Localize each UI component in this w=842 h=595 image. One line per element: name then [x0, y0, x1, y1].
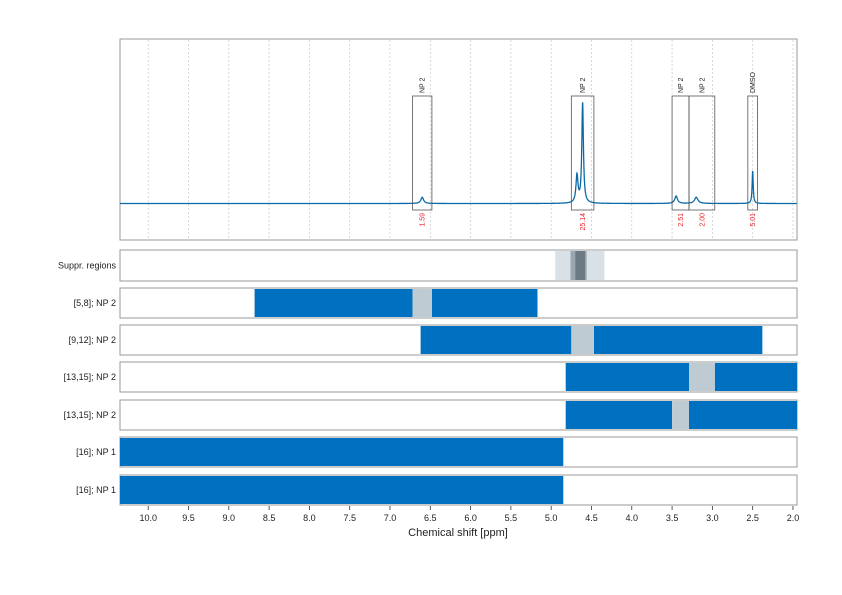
x-tick-label: 2.0 [787, 513, 800, 523]
suppressed-gap [412, 289, 432, 317]
x-tick-label: 10.0 [139, 513, 157, 523]
spectrum-line [120, 102, 797, 205]
integration-region-box [688, 95, 716, 211]
suppressed-gap [672, 401, 690, 429]
suppressed-region [575, 251, 586, 280]
x-tick-label: 9.5 [182, 513, 195, 523]
spectrum-frame [119, 38, 798, 241]
fragment-row: [5,8]; NP 2 [74, 287, 798, 319]
x-tick-label: 3.0 [706, 513, 719, 523]
fragment-rows: [5,8]; NP 2 [9,12]; NP 2 [13,15]; NP 2 [13,… [64, 287, 798, 506]
fragment-row: [13,15]; NP 2 [64, 399, 798, 431]
x-tick-label: 3.5 [666, 513, 679, 523]
fragment-bar [565, 363, 690, 391]
row-label: [13,15]; NP 2 [64, 410, 116, 420]
x-tick-label: 6.0 [464, 513, 477, 523]
fragment-row: [9,12]; NP 2 [69, 324, 798, 356]
fragment-bar [120, 476, 564, 504]
spectrum-panel: NP 2 1.59 NP 2 25.14 NP 2 2.51 NP 2 2.00 DMSO 5.0… [119, 38, 798, 241]
x-tick-label: 9.0 [223, 513, 236, 523]
region-label: NP 2 [420, 77, 427, 93]
grid-layer [147, 40, 794, 239]
x-tick-label: 4.5 [585, 513, 598, 523]
suppressed-regions-panel: Suppr. regions [58, 249, 798, 282]
x-tick-label: 6.5 [424, 513, 437, 523]
x-tick-label: 7.0 [384, 513, 397, 523]
integral-value: 1.59 [420, 213, 427, 227]
fragment-row: [16]; NP 1 [76, 436, 798, 468]
x-tick-label: 8.5 [263, 513, 276, 523]
x-tick-label: 5.0 [545, 513, 558, 523]
region-label: NP 2 [678, 77, 685, 93]
fragment-bar [254, 289, 413, 317]
region-label: NP 2 [699, 77, 706, 93]
row-label: [5,8]; NP 2 [74, 298, 116, 308]
fragment-bar [565, 401, 673, 429]
integration-region-box [671, 95, 690, 211]
region-label: DMSO [750, 71, 757, 93]
integration-region-box [570, 95, 595, 211]
integration-region-box [747, 95, 758, 211]
integral-value: 5.01 [750, 213, 757, 227]
fragment-row: [13,15]; NP 2 [64, 361, 798, 393]
x-tick-label: 7.5 [343, 513, 356, 523]
x-axis: 10.0 9.5 9.0 8.5 8.0 7.5 7.0 6.5 6.0 5.5 5.0 4.5 4.0… [139, 506, 799, 523]
integral-value: 2.00 [699, 213, 706, 227]
suppressed-regions-label: Suppr. regions [58, 261, 117, 271]
integration-region-box [412, 95, 433, 211]
row-label: [16]; NP 1 [76, 447, 116, 457]
suppressed-gap [689, 363, 715, 391]
suppressed-frame [119, 249, 798, 282]
fragment-bar [689, 401, 797, 429]
region-label: NP 2 [580, 77, 587, 93]
suppressed-gap [571, 326, 594, 354]
x-tick-label: 5.5 [505, 513, 518, 523]
fragment-bar [120, 438, 564, 466]
integral-value: 2.51 [678, 213, 685, 227]
row-label: [9,12]; NP 2 [69, 335, 116, 345]
x-axis-title: Chemical shift [ppm] [408, 527, 508, 539]
x-tick-label: 2.5 [746, 513, 759, 523]
row-label: [13,15]; NP 2 [64, 372, 116, 382]
x-tick-label: 4.0 [626, 513, 639, 523]
fragment-row: [16]; NP 1 [76, 474, 798, 506]
fragment-bar [714, 363, 797, 391]
x-tick-label: 8.0 [303, 513, 316, 523]
fragment-bar [420, 326, 572, 354]
row-label: [16]; NP 1 [76, 485, 116, 495]
fragment-bar [593, 326, 763, 354]
fragment-bar [431, 289, 538, 317]
integral-value: 25.14 [580, 213, 587, 231]
